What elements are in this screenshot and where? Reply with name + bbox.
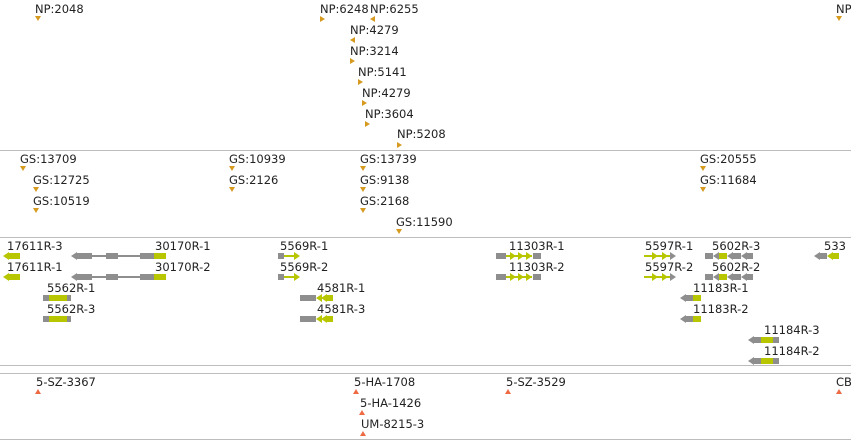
np-marker-icon[interactable] xyxy=(350,37,355,43)
np-marker-icon[interactable] xyxy=(362,100,367,106)
gene-label[interactable]: 11184R-2 xyxy=(764,345,820,358)
gene-glyph[interactable] xyxy=(71,274,167,280)
np-feature-label[interactable]: NP:3214 xyxy=(350,45,399,58)
np-feature-label[interactable]: NP:3604 xyxy=(365,108,414,121)
track-divider xyxy=(0,373,851,374)
gene-glyph[interactable] xyxy=(705,274,753,280)
gs-marker-icon[interactable] xyxy=(360,187,366,192)
gs-marker-icon[interactable] xyxy=(700,187,706,192)
gs-marker-icon[interactable] xyxy=(700,166,706,171)
gene-label[interactable]: 5562R-1 xyxy=(47,282,95,295)
gs-feature-label[interactable]: GS:11590 xyxy=(396,216,453,229)
gene-glyph[interactable] xyxy=(300,295,336,301)
np-marker-icon[interactable] xyxy=(370,16,375,22)
gs-feature-label[interactable]: GS:20555 xyxy=(700,153,757,166)
np-feature-label[interactable]: NP:6255 xyxy=(370,3,419,16)
np-feature-label[interactable]: NP:5208 xyxy=(397,128,446,141)
gs-feature-label[interactable]: GS:9138 xyxy=(360,174,409,187)
gene-glyph[interactable] xyxy=(680,295,702,301)
gs-marker-icon[interactable] xyxy=(20,166,26,171)
gene-glyph[interactable] xyxy=(43,295,73,301)
np-feature-label[interactable]: NP:5141 xyxy=(358,66,407,79)
marker-icon[interactable] xyxy=(505,389,511,394)
np-feature-label[interactable]: NP:4279 xyxy=(362,87,411,100)
gene-glyph[interactable] xyxy=(300,316,336,322)
track-divider xyxy=(0,365,851,366)
gene-glyph[interactable] xyxy=(644,274,678,280)
gene-label[interactable]: 11184R-3 xyxy=(764,324,820,337)
np-marker-icon[interactable] xyxy=(836,16,842,21)
np-marker-icon[interactable] xyxy=(365,121,370,127)
gene-glyph[interactable] xyxy=(814,253,844,259)
gs-marker-icon[interactable] xyxy=(33,187,39,192)
marker-label[interactable]: CB xyxy=(836,376,851,389)
gene-label[interactable]: 11183R-2 xyxy=(693,303,749,316)
gene-label[interactable]: 5602R-3 xyxy=(712,240,760,253)
gene-label[interactable]: 17611R-3 xyxy=(7,240,63,253)
gs-feature-label[interactable]: GS:10939 xyxy=(229,153,286,166)
marker-label[interactable]: 5-SZ-3367 xyxy=(36,376,96,389)
gene-glyph[interactable] xyxy=(43,316,73,322)
gs-marker-icon[interactable] xyxy=(33,208,39,213)
marker-icon[interactable] xyxy=(836,389,842,394)
np-marker-icon[interactable] xyxy=(35,16,41,21)
gene-glyph[interactable] xyxy=(278,274,302,280)
gene-label[interactable]: 5602R-2 xyxy=(712,261,760,274)
gs-feature-label[interactable]: GS:10519 xyxy=(33,195,90,208)
marker-label[interactable]: 5-SZ-3529 xyxy=(506,376,566,389)
gs-feature-label[interactable]: GS:13739 xyxy=(360,153,417,166)
marker-label[interactable]: 5-HA-1426 xyxy=(360,397,421,410)
gene-label[interactable]: 30170R-1 xyxy=(155,240,211,253)
gene-label[interactable]: 30170R-2 xyxy=(155,261,211,274)
np-marker-icon[interactable] xyxy=(320,16,325,22)
np-feature-label[interactable]: NP:4279 xyxy=(350,24,399,37)
gene-label[interactable]: 5562R-3 xyxy=(47,303,95,316)
track-divider xyxy=(0,237,851,238)
np-marker-icon[interactable] xyxy=(350,58,355,64)
gene-glyph[interactable] xyxy=(71,253,167,259)
np-marker-icon[interactable] xyxy=(397,142,402,148)
gene-glyph[interactable] xyxy=(748,358,782,364)
marker-icon[interactable] xyxy=(35,389,41,394)
gs-feature-label[interactable]: GS:13709 xyxy=(20,153,77,166)
gene-label[interactable]: 17611R-1 xyxy=(7,261,63,274)
gene-glyph[interactable] xyxy=(278,253,302,259)
gs-marker-icon[interactable] xyxy=(229,166,235,171)
gene-label[interactable]: 5569R-2 xyxy=(280,261,328,274)
gs-feature-label[interactable]: GS:2126 xyxy=(229,174,278,187)
np-feature-label[interactable]: NP:2048 xyxy=(35,3,84,16)
np-marker-icon[interactable] xyxy=(358,79,363,85)
marker-icon[interactable] xyxy=(359,410,365,415)
gene-glyph[interactable] xyxy=(748,337,782,343)
np-feature-label[interactable]: NP:6248 xyxy=(320,3,369,16)
gene-glyph[interactable] xyxy=(496,274,542,280)
np-feature-label[interactable]: NP xyxy=(836,3,851,16)
gs-marker-icon[interactable] xyxy=(229,187,235,192)
gene-glyph[interactable] xyxy=(3,274,21,280)
gene-glyph[interactable] xyxy=(705,253,753,259)
marker-icon[interactable] xyxy=(360,431,366,436)
gs-feature-label[interactable]: GS:11684 xyxy=(700,174,757,187)
gene-glyph[interactable] xyxy=(496,253,542,259)
marker-label[interactable]: UM-8215-3 xyxy=(361,418,424,431)
gene-glyph[interactable] xyxy=(3,253,21,259)
gs-marker-icon[interactable] xyxy=(360,208,366,213)
gs-feature-label[interactable]: GS:2168 xyxy=(360,195,409,208)
gs-feature-label[interactable]: GS:12725 xyxy=(33,174,90,187)
gene-glyph[interactable] xyxy=(644,253,678,259)
gs-marker-icon[interactable] xyxy=(360,166,366,171)
gene-glyph[interactable] xyxy=(680,316,702,322)
gene-label[interactable]: 11183R-1 xyxy=(693,282,749,295)
marker-label[interactable]: 5-HA-1708 xyxy=(354,376,415,389)
gs-marker-icon[interactable] xyxy=(396,229,402,234)
marker-icon[interactable] xyxy=(353,389,359,394)
gene-label[interactable]: 5569R-1 xyxy=(280,240,328,253)
track-divider xyxy=(0,150,851,151)
